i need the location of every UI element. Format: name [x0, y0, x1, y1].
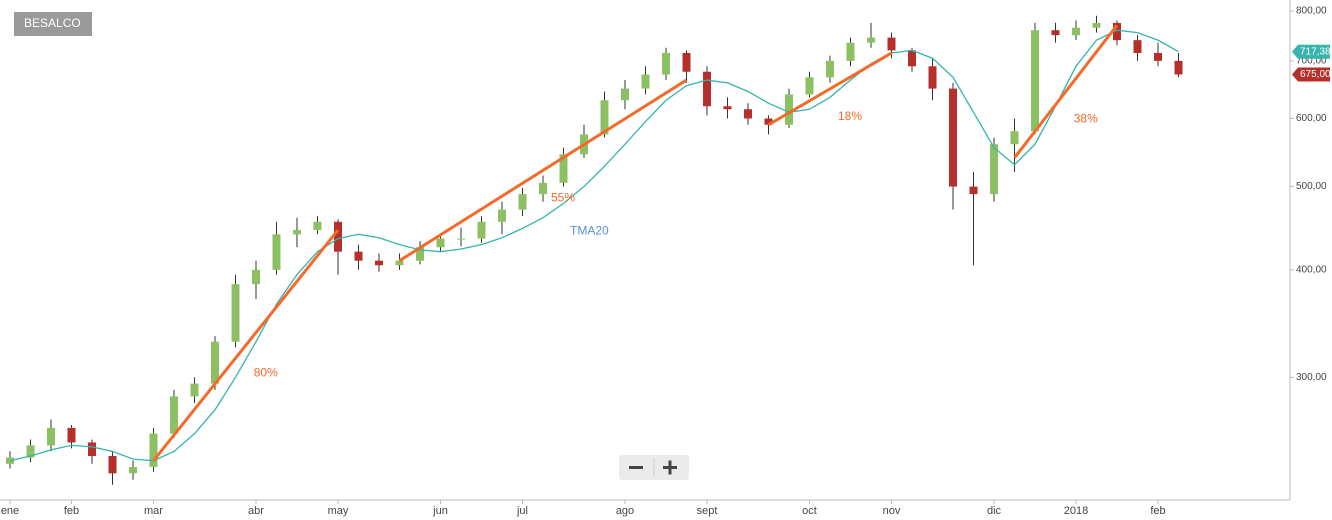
candle-body: [969, 186, 978, 195]
candle-body: [1113, 22, 1121, 41]
candle-body: [67, 427, 76, 443]
candle-body: [846, 42, 855, 61]
x-tick-label: sept: [697, 505, 718, 517]
candle-body: [272, 234, 281, 270]
trend-line: [398, 78, 688, 262]
candle-body: [313, 221, 322, 231]
candle-body: [518, 194, 527, 210]
x-tick-label: nov: [883, 505, 901, 517]
last-value-label: 717,38: [1300, 46, 1331, 57]
x-tick-label: feb: [1150, 505, 1165, 517]
candle-body: [457, 238, 465, 240]
candle-body: [252, 269, 260, 285]
zoom-controls[interactable]: [619, 455, 689, 480]
candle-body: [1031, 30, 1039, 132]
candle-body: [621, 88, 629, 101]
x-tick-label: jun: [432, 505, 448, 517]
y-tick-label: 800,00: [1296, 6, 1327, 17]
candle-body: [498, 209, 506, 222]
last-value-tag: [1292, 67, 1330, 82]
candle-body: [293, 230, 301, 235]
candle-body: [785, 94, 793, 125]
trend-label: 38%: [1074, 112, 1098, 126]
candle-body: [928, 66, 937, 89]
candle-body: [354, 251, 363, 261]
candle-body: [1133, 40, 1142, 53]
zoom-out[interactable]: [629, 466, 643, 469]
y-tick-label: 500,00: [1296, 181, 1327, 192]
badge: BESALCO: [24, 16, 81, 30]
candle-body: [949, 88, 957, 187]
trend-line: [767, 51, 893, 127]
y-tick-label: 600,00: [1296, 113, 1327, 124]
trend-line: [152, 229, 340, 462]
candle-body: [190, 383, 199, 397]
candle-body: [539, 182, 547, 195]
candle-body: [108, 456, 117, 474]
badge-box: [14, 12, 92, 36]
zoom-in-v[interactable]: [668, 460, 672, 475]
y-tick-label: 400,00: [1296, 265, 1327, 276]
trend-label: 18%: [838, 109, 862, 123]
candle-body: [703, 71, 711, 107]
candle-body: [887, 37, 896, 51]
candle-body: [375, 260, 383, 266]
candle-body: [47, 427, 55, 446]
x-tick-label: mar: [144, 505, 163, 517]
candle-body: [805, 77, 814, 95]
x-tick-label: dic: [987, 505, 1002, 517]
candle-body: [88, 442, 96, 457]
candle-body: [1154, 52, 1162, 61]
x-tick-label: feb: [64, 505, 79, 517]
candle-body: [436, 238, 445, 248]
trend-label: 55%: [551, 191, 575, 205]
x-tick-label: jul: [516, 505, 528, 517]
candle-body: [129, 466, 137, 474]
candle-body: [826, 60, 834, 78]
candle-body: [231, 284, 240, 342]
x-tick-label: ene: [1, 505, 19, 517]
x-tick-label: 2018: [1064, 505, 1088, 517]
candle-body: [990, 144, 998, 195]
candle-body: [149, 433, 158, 467]
candle-body: [764, 118, 773, 125]
legend-label: TMA20: [570, 224, 609, 238]
candle-body: [477, 221, 486, 239]
tma-line: [9, 29, 1179, 462]
candle-body: [1092, 22, 1101, 28]
x-tick-label: ago: [616, 505, 634, 517]
candle-body: [908, 50, 916, 67]
candle-body: [6, 457, 14, 464]
candle-body: [744, 109, 752, 119]
candle-body: [334, 221, 342, 252]
y-tick-label: 300,00: [1296, 372, 1327, 383]
x-tick-label: oct: [802, 505, 817, 517]
trend-label: 80%: [254, 366, 278, 380]
x-tick-label: abr: [248, 505, 264, 517]
candle-body: [1051, 30, 1060, 36]
candle-body: [682, 52, 691, 72]
candle-body: [600, 100, 609, 135]
candle-body: [1010, 131, 1019, 145]
last-value-label: 675,00: [1300, 69, 1331, 80]
y-tick-label: 700,00: [1296, 56, 1327, 67]
last-value-tag: [1292, 44, 1330, 59]
candle-body: [867, 37, 875, 43]
candle-body: [1174, 60, 1183, 75]
candle-body: [662, 52, 670, 75]
x-tick-label: may: [328, 505, 349, 517]
candle-body: [211, 341, 219, 384]
candle-body: [395, 260, 404, 266]
candle-body: [723, 106, 732, 110]
candle-body: [170, 396, 178, 434]
candle-body: [1072, 27, 1080, 36]
candle-body: [641, 74, 650, 89]
candle-body: [416, 247, 424, 261]
candle-body: [26, 445, 35, 458]
candle-body: [559, 154, 568, 183]
trend-line: [1013, 24, 1119, 159]
